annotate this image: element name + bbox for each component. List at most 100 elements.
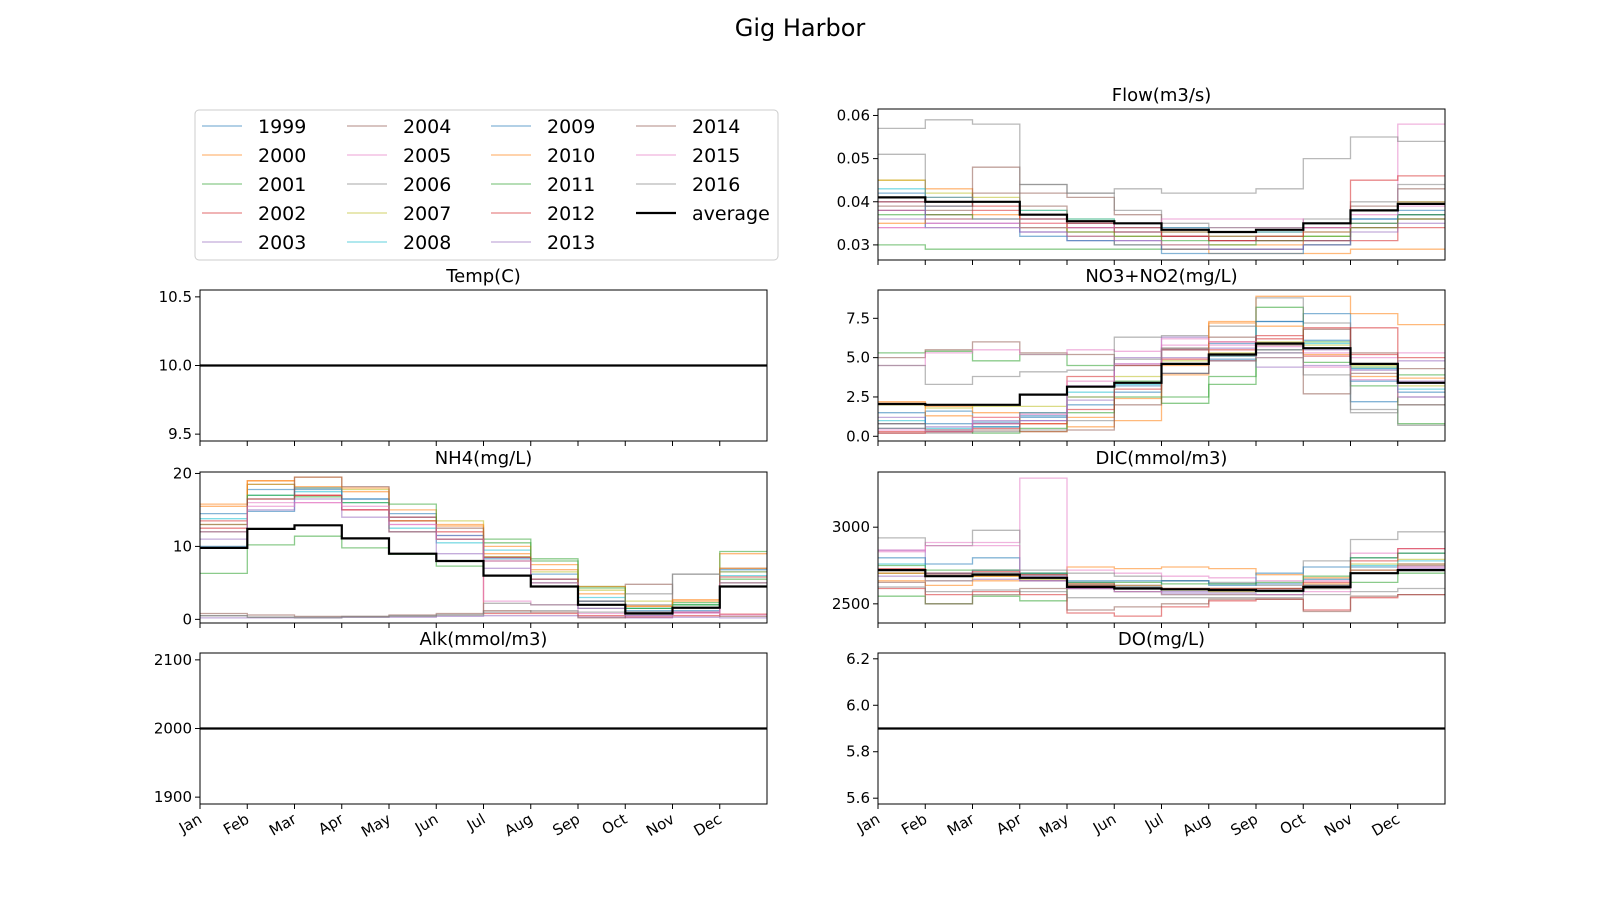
legend-label-2012: 2012	[547, 203, 595, 225]
y-tick-label: 5.6	[846, 789, 870, 807]
y-tick-label: 7.5	[846, 309, 870, 327]
y-tick-label: 0.05	[837, 150, 870, 168]
legend-label-2008: 2008	[403, 232, 451, 254]
panels: 0.03 0.04 0.05 0.06 Flow(m3/s) 9.5 10.0 10.5 Tem…	[154, 85, 1446, 841]
panel-title: Flow(m3/s)	[1112, 85, 1212, 106]
x-tick-label: Jan	[175, 810, 205, 838]
x-tick-label: Mar	[266, 809, 300, 839]
series-line-2016	[878, 586, 1445, 599]
legend-label-2004: 2004	[403, 116, 451, 138]
x-tick-label: Jan	[853, 810, 883, 838]
y-tick-label: 5.8	[846, 743, 870, 761]
series-line-2016	[200, 573, 767, 619]
x-tick-label: Jun	[411, 810, 441, 838]
series-line-2016	[878, 136, 1445, 203]
panel-6: 5.6 5.8 6.0 6.2 Jan Feb Mar Apr May Jun Jul Aug Sep O…	[846, 629, 1446, 841]
y-tick-label: 1900	[154, 788, 192, 806]
legend-label-2011: 2011	[547, 174, 595, 196]
y-tick-label: 10.5	[159, 288, 192, 306]
panel-3: 0 10 20 NH4(mg/L)	[173, 448, 768, 628]
series-group	[200, 476, 767, 619]
legend-label-2016: 2016	[692, 174, 740, 196]
panel-5: 1900 2000 2100 Jan Feb Mar Apr May Jun Jul Aug Sep O…	[154, 629, 768, 841]
y-tick-label: 0.06	[837, 106, 870, 124]
y-tick-label: 2000	[154, 720, 192, 738]
x-tick-label: Nov	[643, 810, 677, 840]
y-tick-label: 2100	[154, 651, 192, 669]
x-tick-label: Nov	[1321, 810, 1355, 840]
x-tick-label: Sep	[1228, 810, 1261, 840]
y-tick-label: 3000	[832, 518, 870, 536]
x-tick-label: Apr	[993, 809, 1025, 838]
y-tick-label: 6.2	[846, 650, 870, 668]
legend-label-2006: 2006	[403, 174, 451, 196]
y-tick-label: 0	[182, 610, 192, 628]
series-line-average	[200, 524, 767, 615]
panel-title: Temp(C)	[445, 266, 521, 287]
y-tick-label: 6.0	[846, 696, 870, 714]
x-tick-label: Apr	[315, 809, 347, 838]
series-group	[878, 295, 1445, 434]
series-group	[878, 477, 1445, 617]
y-tick-label: 10.0	[159, 357, 192, 375]
panel-1: 9.5 10.0 10.5 Temp(C)	[159, 266, 768, 446]
y-tick-label: 0.03	[837, 236, 870, 254]
x-tick-label: Oct	[599, 810, 631, 839]
legend-label-2010: 2010	[547, 145, 595, 167]
legend-label-2013: 2013	[547, 232, 595, 254]
y-tick-label: 5.0	[846, 349, 870, 367]
panel-title: Alk(mmol/m3)	[420, 629, 548, 650]
panel-2: 0.0 2.5 5.0 7.5 NO3+NO2(mg/L)	[846, 266, 1446, 446]
series-line-2004	[878, 581, 1445, 613]
legend-label-2005: 2005	[403, 145, 451, 167]
x-tick-label: Aug	[1179, 810, 1213, 840]
y-tick-label: 20	[173, 464, 192, 482]
y-tick-label: 0.04	[837, 193, 870, 211]
panel-title: DIC(mmol/m3)	[1096, 448, 1228, 469]
legend-label-2001: 2001	[258, 174, 306, 196]
y-tick-label: 2.5	[846, 388, 870, 406]
legend: 1999 2000 2001 2002 2003 2004 2005 2006 2007 2008…	[194, 109, 779, 261]
legend-label-2014: 2014	[692, 116, 740, 138]
panel-title: DO(mg/L)	[1118, 629, 1205, 650]
figure-title: Gig Harbor	[735, 14, 866, 42]
x-tick-label: Dec	[1369, 810, 1403, 840]
legend-label-average: average	[692, 203, 770, 225]
panel-title: NH4(mg/L)	[435, 448, 533, 469]
x-tick-label: Mar	[944, 809, 978, 839]
legend-label-2000: 2000	[258, 145, 306, 167]
panel-title: NO3+NO2(mg/L)	[1085, 266, 1237, 287]
x-tick-label: May	[1036, 810, 1072, 841]
legend-label-2015: 2015	[692, 145, 740, 167]
x-tick-label: Jun	[1089, 810, 1119, 838]
series-line-average	[878, 569, 1445, 592]
x-tick-label: Feb	[898, 810, 930, 839]
axes-frame	[877, 471, 1446, 624]
series-line-average	[878, 342, 1445, 406]
series-line-2015	[878, 205, 1445, 229]
panel-0: 0.03 0.04 0.05 0.06 Flow(m3/s)	[837, 85, 1446, 265]
y-tick-label: 0.0	[846, 427, 870, 445]
legend-label-2002: 2002	[258, 203, 306, 225]
x-tick-label: Jul	[1141, 810, 1167, 835]
legend-label-2009: 2009	[547, 116, 595, 138]
x-tick-label: Feb	[220, 810, 252, 839]
x-tick-label: Jul	[463, 810, 489, 835]
x-tick-label: Sep	[550, 810, 583, 840]
y-tick-label: 10	[173, 537, 192, 555]
legend-label-2003: 2003	[258, 232, 306, 254]
x-tick-label: Aug	[501, 810, 535, 840]
series-line-average	[878, 196, 1445, 234]
x-tick-label: Oct	[1277, 810, 1309, 839]
x-tick-label: May	[358, 810, 394, 841]
y-tick-label: 9.5	[168, 425, 192, 443]
series-line-2006	[200, 567, 767, 618]
x-tick-label: Dec	[691, 810, 725, 840]
legend-label-1999: 1999	[258, 116, 306, 138]
series-line-2016	[878, 347, 1445, 426]
y-tick-label: 2500	[832, 595, 870, 613]
legend-frame	[194, 109, 779, 261]
legend-label-2007: 2007	[403, 203, 451, 225]
panel-4: 2500 3000 DIC(mmol/m3)	[832, 448, 1446, 628]
